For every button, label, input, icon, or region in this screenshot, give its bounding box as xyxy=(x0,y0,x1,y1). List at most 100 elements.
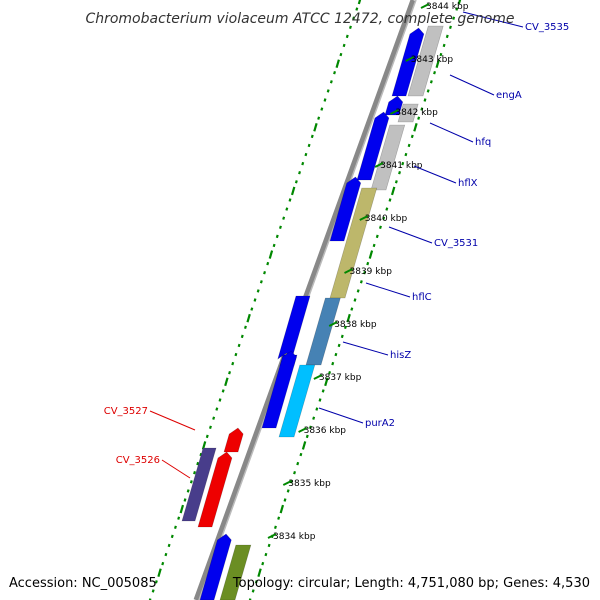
feature-segment-minus xyxy=(181,447,217,522)
ruler-tick-label: 3837 kbp xyxy=(319,373,362,383)
gene-label: CV_3526 xyxy=(116,455,160,466)
gc-dot xyxy=(250,307,254,311)
gc-dot xyxy=(329,80,333,84)
gc-dot xyxy=(390,186,396,196)
gc-dot xyxy=(228,371,232,375)
gc-dot xyxy=(268,250,274,259)
gc-dot xyxy=(372,243,376,248)
gc-dot xyxy=(410,134,414,139)
ruler-tick xyxy=(374,162,384,168)
gc-dot xyxy=(212,416,216,420)
gc-dot xyxy=(307,143,311,148)
ruler-tick xyxy=(282,480,292,486)
gc-dot xyxy=(294,180,298,184)
feature-segment-minus xyxy=(223,427,244,453)
gc-dot xyxy=(296,461,300,466)
gc-dot xyxy=(257,568,262,578)
gc-dot xyxy=(346,313,351,323)
gc-dot xyxy=(283,498,287,502)
gene-labels: CV_3535 engA hfq hflX CV_3531 hflC hisZ purA2 CV… xyxy=(104,11,569,479)
ruler-tick-label: 3841 kbp xyxy=(380,161,423,171)
gc-dot xyxy=(273,525,277,529)
ruler-tick-label: 3834 kbp xyxy=(273,532,316,542)
gc-dot xyxy=(266,261,270,266)
cds-arrow xyxy=(261,350,297,429)
ruler-tick xyxy=(359,215,369,221)
gene-leader-line xyxy=(449,74,495,96)
gc-dot xyxy=(293,471,297,475)
ruler-tick-label: 3839 kbp xyxy=(350,267,393,277)
gc-dot xyxy=(199,452,203,457)
gc-dot xyxy=(439,52,443,57)
gc-dot xyxy=(426,89,430,93)
gc-dot xyxy=(368,250,374,259)
gc-dot xyxy=(251,589,255,593)
gc-dot xyxy=(248,598,252,600)
gc-dot xyxy=(457,0,462,5)
cds-arrow xyxy=(199,533,232,600)
gene-label: CV_3535 xyxy=(525,22,569,33)
gc-dot xyxy=(240,334,244,339)
gc-dot xyxy=(356,289,360,293)
gene-label: hfq xyxy=(475,137,491,148)
gc-dot xyxy=(154,580,158,584)
gc-dot xyxy=(321,389,325,393)
gc-dot xyxy=(355,7,359,11)
gc-dot xyxy=(350,307,354,311)
gc-dot xyxy=(375,234,379,239)
gc-dot xyxy=(148,598,152,600)
gc-dot xyxy=(352,16,356,20)
gc-dot xyxy=(264,552,268,557)
gene-label: hisZ xyxy=(390,350,411,361)
gc-dot xyxy=(177,516,181,520)
gc-dot xyxy=(326,89,330,93)
gc-dot xyxy=(315,407,319,411)
gc-dot xyxy=(359,280,363,284)
gc-dot xyxy=(333,71,337,75)
gc-dot xyxy=(234,352,238,357)
ruler-tick-label: 3844 kbp xyxy=(426,2,469,12)
gc-dot xyxy=(186,489,190,493)
feature-segment xyxy=(219,544,252,600)
gc-dot xyxy=(345,34,349,39)
cds-arrow xyxy=(329,176,362,242)
gc-dot xyxy=(442,43,446,48)
gc-dot xyxy=(282,216,286,220)
cds-arrow xyxy=(356,111,390,181)
ruler-tick xyxy=(313,374,323,380)
gc-dot xyxy=(353,298,357,302)
gc-dot xyxy=(301,161,305,166)
ruler-tick-label: 3838 kbp xyxy=(334,320,377,330)
map-title: Chromobacterium violaceum ATCC 12472, co… xyxy=(85,11,514,27)
gene-leader-line xyxy=(462,11,524,28)
gc-dot xyxy=(170,534,174,539)
gc-dot xyxy=(385,207,389,211)
gc-dot xyxy=(448,25,452,29)
gc-dot xyxy=(196,461,200,466)
gc-dot xyxy=(357,0,362,5)
gc-dot xyxy=(218,398,222,402)
gc-dot xyxy=(433,71,437,75)
gene-leader-line xyxy=(149,410,196,431)
gene-label: purA2 xyxy=(365,418,395,429)
gene-leader-line xyxy=(365,282,411,298)
gc-dot xyxy=(164,552,168,557)
feature-segment-minus xyxy=(197,451,233,528)
gc-dot xyxy=(313,122,318,132)
gc-dot xyxy=(299,452,303,457)
gc-dot xyxy=(413,122,418,132)
gc-dot xyxy=(320,107,324,111)
gc-dot xyxy=(189,480,193,484)
gc-dot xyxy=(328,371,332,375)
gc-dot xyxy=(304,152,308,157)
cds-arrow xyxy=(277,295,311,360)
cds-arrow xyxy=(391,27,425,97)
gc-dot xyxy=(237,343,241,348)
gc-dot xyxy=(151,589,155,593)
gene-leader-line xyxy=(413,165,457,184)
gc-dot xyxy=(335,59,340,68)
gc-dot xyxy=(193,471,197,475)
gc-dot xyxy=(243,325,247,329)
gc-dot xyxy=(254,580,258,584)
